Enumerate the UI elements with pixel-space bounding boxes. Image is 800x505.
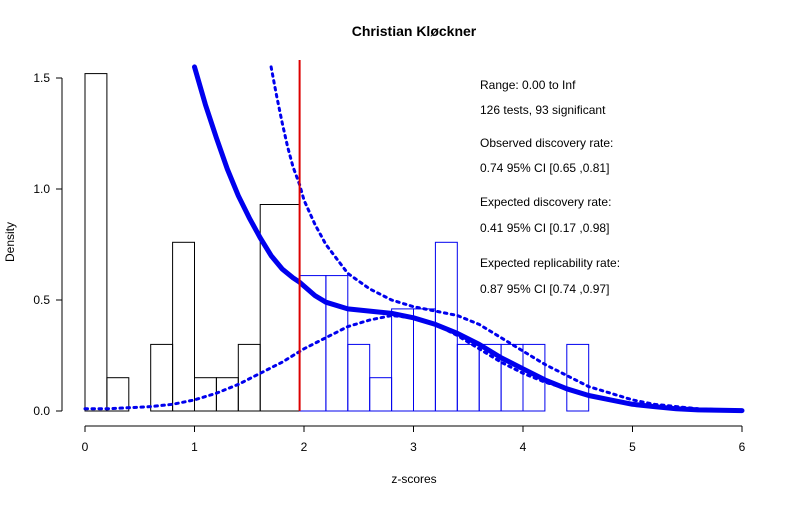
y-tick-label: 1.5 [33, 71, 50, 85]
histogram-bar-significant [391, 308, 415, 412]
histogram-bar [150, 343, 174, 412]
histogram-bar [172, 241, 196, 412]
histogram-bars [84, 73, 590, 412]
density-curve-solid [192, 64, 745, 414]
histogram-bar [215, 377, 239, 412]
annotation-line: Expected discovery rate: [480, 195, 611, 209]
y-axis: 0.0 0.5 1.0 1.5 [33, 71, 63, 418]
histogram-bar-significant [369, 377, 393, 412]
x-axis-label: z-scores [391, 472, 436, 486]
annotation-block: Range: 0.00 to Inf 126 tests, 93 signific… [480, 78, 620, 296]
y-tick-label: 1.0 [33, 182, 50, 196]
y-tick-label: 0.5 [33, 293, 50, 307]
chart-title: Christian Kløckner [352, 23, 477, 39]
x-tick-label: 5 [629, 440, 636, 454]
annotation-line: 0.74 95% CI [0.65 ,0.81] [480, 161, 609, 175]
histogram-bar-significant [347, 343, 371, 412]
y-axis-label: Density [3, 222, 17, 262]
histogram-bar-significant [566, 343, 590, 412]
x-tick-label: 6 [739, 440, 746, 454]
annotation-line: 0.41 95% CI [0.17 ,0.98] [480, 221, 609, 235]
histogram-bar-significant [325, 275, 349, 412]
histogram-bar [106, 377, 130, 412]
annotation-line: 126 tests, 93 significant [480, 103, 606, 117]
annotation-line: Expected replicability rate: [480, 256, 620, 270]
x-tick-label: 1 [191, 440, 198, 454]
histogram-bar-significant [456, 343, 480, 412]
x-axis: 0 1 2 3 4 5 6 [82, 425, 746, 454]
histogram-bar-significant [500, 343, 524, 412]
annotation-line: Observed discovery rate: [480, 136, 613, 150]
x-tick-label: 0 [82, 440, 89, 454]
density-curves [83, 64, 745, 414]
x-tick-label: 4 [520, 440, 527, 454]
annotation-line: 0.87 95% CI [0.74 ,0.97] [480, 282, 609, 296]
density-curve-dotted [269, 65, 744, 412]
annotation-line: Range: 0.00 to Inf [480, 78, 576, 92]
y-tick-label: 0.0 [33, 404, 50, 418]
x-tick-label: 2 [301, 440, 308, 454]
histogram-bar [259, 204, 301, 412]
x-tick-label: 3 [410, 440, 417, 454]
histogram-bar [84, 73, 108, 412]
